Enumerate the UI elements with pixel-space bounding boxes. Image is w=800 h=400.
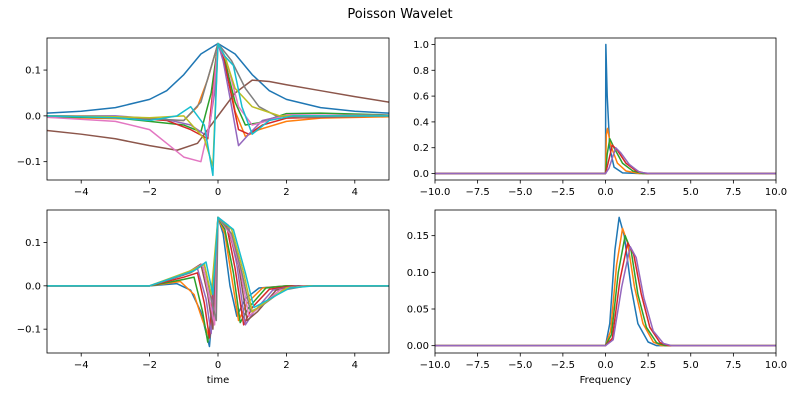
series-line-9 xyxy=(47,216,389,313)
series-line-2 xyxy=(435,227,776,347)
x-tick-label: 5.0 xyxy=(683,187,699,198)
x-tick-label: −2 xyxy=(142,187,157,198)
x-tick-label: 2.5 xyxy=(640,187,656,198)
x-tick-label: −7.5 xyxy=(465,360,489,371)
x-tick-label: −7.5 xyxy=(465,187,489,198)
axes-poisson-time-dense: −4 −2 0 2 4 −0.1 0.0 0.1 time xyxy=(17,209,390,386)
series-line-1 xyxy=(435,43,776,175)
series-line-6 xyxy=(47,79,389,151)
series-line-1 xyxy=(435,216,776,347)
y-tick-label: 0.10 xyxy=(407,268,429,279)
y-tick-label: 0.0 xyxy=(25,281,41,292)
x-tick-label: −5.0 xyxy=(508,187,532,198)
y-tick-label: 0.05 xyxy=(407,305,429,316)
x-tick-label: −5.0 xyxy=(508,360,532,371)
y-tick-label: 0.15 xyxy=(407,231,429,242)
x-axis-label: Frequency xyxy=(580,375,632,386)
y-tick-label: 0.2 xyxy=(413,143,429,154)
y-tick-label: −0.1 xyxy=(17,325,41,336)
series-line-2 xyxy=(435,127,776,175)
figure-title: Poisson Wavelet xyxy=(347,7,452,22)
y-tick-label: 0.8 xyxy=(413,66,429,77)
x-tick-label: 0 xyxy=(215,187,221,198)
x-tick-label: 7.5 xyxy=(725,360,741,371)
x-tick-label: −4 xyxy=(74,187,89,198)
axes-poisson-frequency-dense: −10.0 −7.5 −5.0 −2.5 0.0 2.5 5.0 7.5 10.0 0.00 0.0… xyxy=(407,209,787,386)
y-tick-label: 0.6 xyxy=(413,92,429,103)
y-tick-label: 0.4 xyxy=(413,117,429,128)
x-tick-label: −2.5 xyxy=(551,187,575,198)
axes-poisson-frequency: −10.0 −7.5 −5.0 −2.5 0.0 2.5 5.0 7.5 10.0 0.0 0.2 0… xyxy=(413,37,787,198)
x-tick-label: 0.0 xyxy=(598,360,614,371)
series-line-5 xyxy=(435,146,776,175)
x-tick-label: 4 xyxy=(352,187,358,198)
x-tick-label: −2.5 xyxy=(551,360,575,371)
y-tick-label: 0.0 xyxy=(413,169,429,180)
x-tick-label: −10.0 xyxy=(420,187,451,198)
x-tick-label: 10.0 xyxy=(765,360,787,371)
series-line-10 xyxy=(47,42,389,177)
x-tick-label: 2 xyxy=(283,360,289,371)
x-tick-label: 5.0 xyxy=(683,360,699,371)
x-tick-label: −10.0 xyxy=(420,360,451,371)
axes-poisson-time: −4 −2 0 2 4 −0.1 0.0 0.1 xyxy=(17,37,390,198)
y-tick-label: 1.0 xyxy=(413,40,429,51)
y-tick-label: 0.0 xyxy=(25,111,41,122)
series-line-5 xyxy=(435,245,776,347)
x-tick-label: −4 xyxy=(74,360,89,371)
series-line-3 xyxy=(435,234,776,347)
series-line-10 xyxy=(47,216,389,309)
x-tick-label: 2.5 xyxy=(640,360,656,371)
series-line-8 xyxy=(47,216,389,322)
y-tick-label: −0.1 xyxy=(17,157,41,168)
x-tick-label: 4 xyxy=(352,360,358,371)
plot-frame xyxy=(434,209,777,354)
x-tick-label: 0 xyxy=(215,360,221,371)
x-tick-label: 10.0 xyxy=(765,187,787,198)
x-tick-label: 0.0 xyxy=(598,187,614,198)
y-tick-label: 0.00 xyxy=(407,341,429,352)
x-axis-label: time xyxy=(207,375,230,386)
x-tick-label: 7.5 xyxy=(725,187,741,198)
x-tick-label: −2 xyxy=(142,360,157,371)
series-line-7 xyxy=(47,42,389,163)
y-tick-label: 0.1 xyxy=(25,238,41,249)
x-tick-label: 2 xyxy=(283,187,289,198)
series-line-4 xyxy=(435,242,776,347)
y-tick-label: 0.1 xyxy=(25,66,41,77)
